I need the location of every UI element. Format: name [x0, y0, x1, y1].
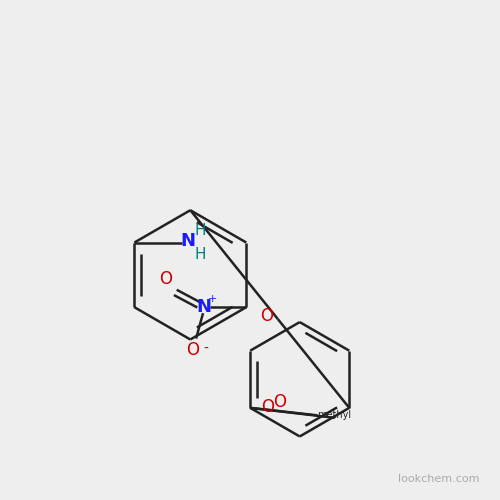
Text: H: H — [194, 222, 205, 238]
Text: -: - — [204, 342, 208, 355]
Text: O: O — [260, 308, 274, 326]
Text: N: N — [196, 298, 212, 316]
Text: O: O — [160, 270, 172, 288]
Text: methyl: methyl — [318, 410, 352, 420]
Text: lookchem.com: lookchem.com — [398, 474, 479, 484]
Text: N: N — [180, 232, 196, 250]
Text: O: O — [261, 398, 274, 416]
Text: O: O — [186, 342, 199, 359]
Text: O: O — [274, 394, 286, 411]
Text: +: + — [208, 294, 216, 304]
Text: H: H — [194, 248, 205, 262]
